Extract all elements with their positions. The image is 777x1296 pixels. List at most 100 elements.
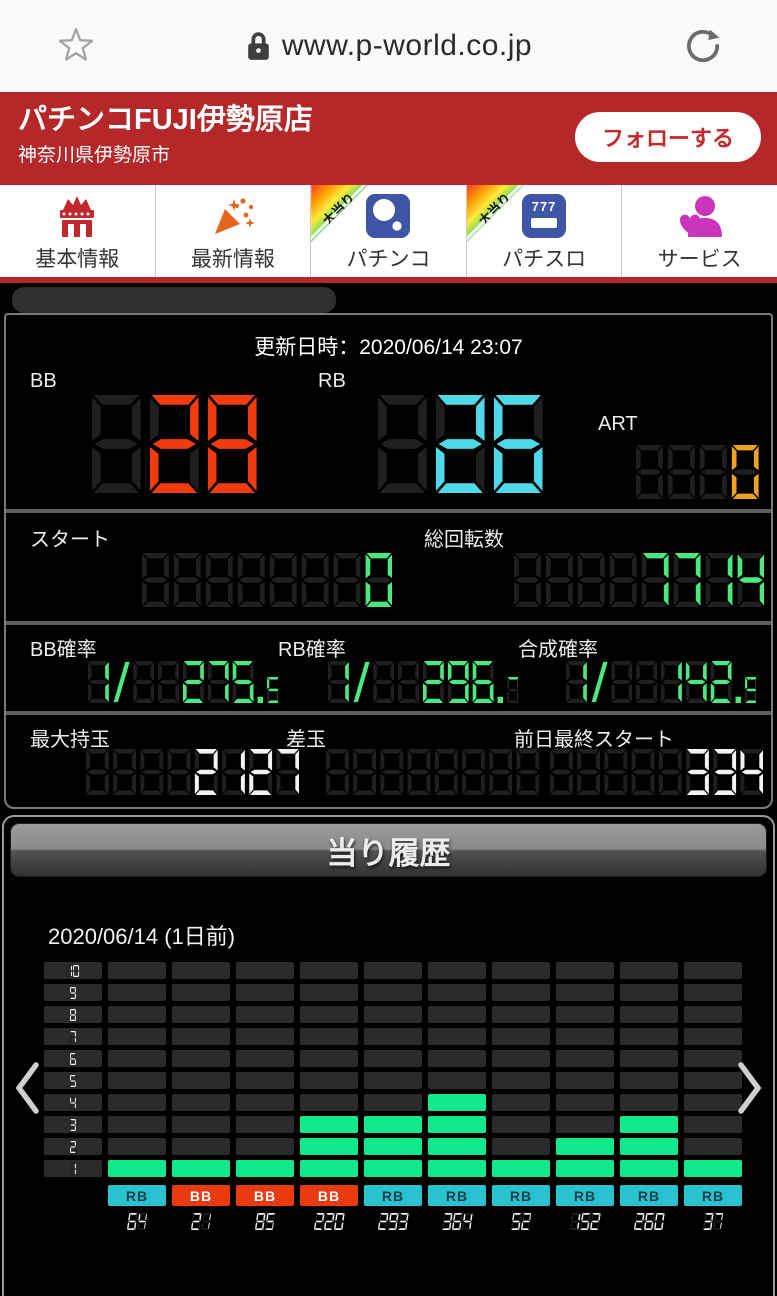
tab-label: パチンコ [346,248,431,271]
total-spins-display [514,553,765,607]
hit-type-badge: RB [684,1185,742,1206]
bar-cell-lit [300,1138,358,1155]
bar-cell-empty [492,1116,550,1133]
y-axis-label-cell [44,1072,102,1089]
bar-cell-empty [172,1050,230,1067]
bar-cell-lit [556,1138,614,1155]
bar-cell-empty [684,1006,742,1023]
bar-cell-empty [492,1006,550,1023]
store-location: 神奈川県伊勢原市 [18,145,171,167]
prev-final-start-label: 前日最終スタート [514,729,674,751]
bar-cell-empty [236,1116,294,1133]
jackpot-ribbon: 大当り [311,185,369,242]
bar-cell-empty [556,1028,614,1045]
bar-cell-empty [428,984,486,1001]
hit-history-header: 当り履歴 [10,823,767,877]
star-icon [58,28,94,61]
bar-cell-lit [492,1160,550,1177]
bar-cell-empty [620,962,678,979]
diff-balls-label: 差玉 [286,729,326,751]
rb-rate-label: RB確率 [278,639,346,661]
chart-column [300,962,358,1177]
bar-cell-empty [684,1050,742,1067]
y-axis-label-cell [44,984,102,1001]
tab-bar: 基本情報 最新情報 大当り [0,181,777,283]
bar-cell-empty [620,1094,678,1111]
rb-label: RB [318,370,346,392]
hit-history-chart [44,962,742,1177]
jackpot-ribbon-text: 大当り [319,190,358,229]
prev-day-arrow[interactable] [12,1060,42,1119]
chart-column [236,962,294,1177]
y-axis-label-cell [44,1094,102,1111]
bar-cell-empty [620,1028,678,1045]
art-label: ART [598,413,638,435]
hit-start-count [108,1213,166,1230]
hit-type-badge: RB [108,1185,166,1206]
y-axis-label-cell [44,1138,102,1155]
tab-label: 基本情報 [35,248,120,271]
bar-cell-empty [108,1028,166,1045]
hit-start-count [236,1213,294,1230]
chart-column [684,962,742,1177]
bar-cell-empty [556,1050,614,1067]
browser-bar: www.p-world.co.jp [0,0,777,92]
tab-pachislot[interactable]: 大当り 777 パチスロ [465,185,622,277]
bar-cell-lit [428,1094,486,1111]
bar-cell-empty [684,1116,742,1133]
chart-column [492,962,550,1177]
store-name: パチンコFUJI伊勢原店 [18,104,313,136]
bar-cell-empty [172,1138,230,1155]
bar-cell-empty [300,984,358,1001]
url-bar[interactable]: www.p-world.co.jp [239,28,538,64]
bookmark-star-button[interactable] [56,26,96,69]
hit-type-badge: RB [428,1185,486,1206]
bar-cell-empty [620,1006,678,1023]
total-spins-label: 総回転数 [424,529,504,551]
bb-rate-display [88,661,279,703]
bar-cell-empty [108,1006,166,1023]
bar-cell-empty [492,1072,550,1089]
reload-icon [687,29,720,63]
reload-button[interactable] [681,26,723,71]
bar-cell-empty [556,1072,614,1089]
chart-column [556,962,614,1177]
bar-cell-empty [684,1094,742,1111]
rb-rate-display [328,661,519,703]
follow-button[interactable]: フォローする [574,112,761,162]
bar-cell-empty [492,984,550,1001]
bar-cell-empty [428,1050,486,1067]
bar-cell-lit [620,1160,678,1177]
tab-pachinko[interactable]: 大当り パチンコ [310,185,466,277]
bar-cell-empty [556,962,614,979]
bar-cell-empty [108,1116,166,1133]
hit-history-panel: 当り履歴 2020/06/14 (1日前) RB BB BB BB RB RB RB RB RB… [2,815,775,1296]
jackpot-ribbon: 大当り [466,185,524,242]
history-date: 2020/06/14 (1日前) [48,924,236,949]
tab-service[interactable]: サービス [621,185,777,277]
hit-type-badge: RB [364,1185,422,1206]
diff-balls-display [326,749,540,795]
bar-cell-lit [684,1160,742,1177]
bar-cell-lit [556,1160,614,1177]
bar-cell-empty [364,962,422,979]
bar-cell-empty [236,1050,294,1067]
tab-basic-info[interactable]: 基本情報 [0,185,155,277]
chart-column [172,962,230,1177]
bar-cell-lit [364,1160,422,1177]
hit-start-count [556,1213,614,1230]
next-day-arrow[interactable] [735,1060,765,1119]
bar-cell-empty [684,1028,742,1045]
start-display [142,553,393,607]
page-content: 更新日時：2020/06/14 23:07 BB RB ART スタート 総回転… [0,283,777,1296]
jackpot-ribbon-text: 大当り [475,190,514,229]
bar-cell-empty [684,1072,742,1089]
bar-cell-empty [300,1050,358,1067]
y-axis-label-cell [44,1028,102,1045]
tab-latest-info[interactable]: 最新情報 [154,185,311,277]
hit-start-count [172,1213,230,1230]
art-count-display [636,445,759,499]
bar-cell-empty [108,984,166,1001]
bar-cell-empty [492,1028,550,1045]
